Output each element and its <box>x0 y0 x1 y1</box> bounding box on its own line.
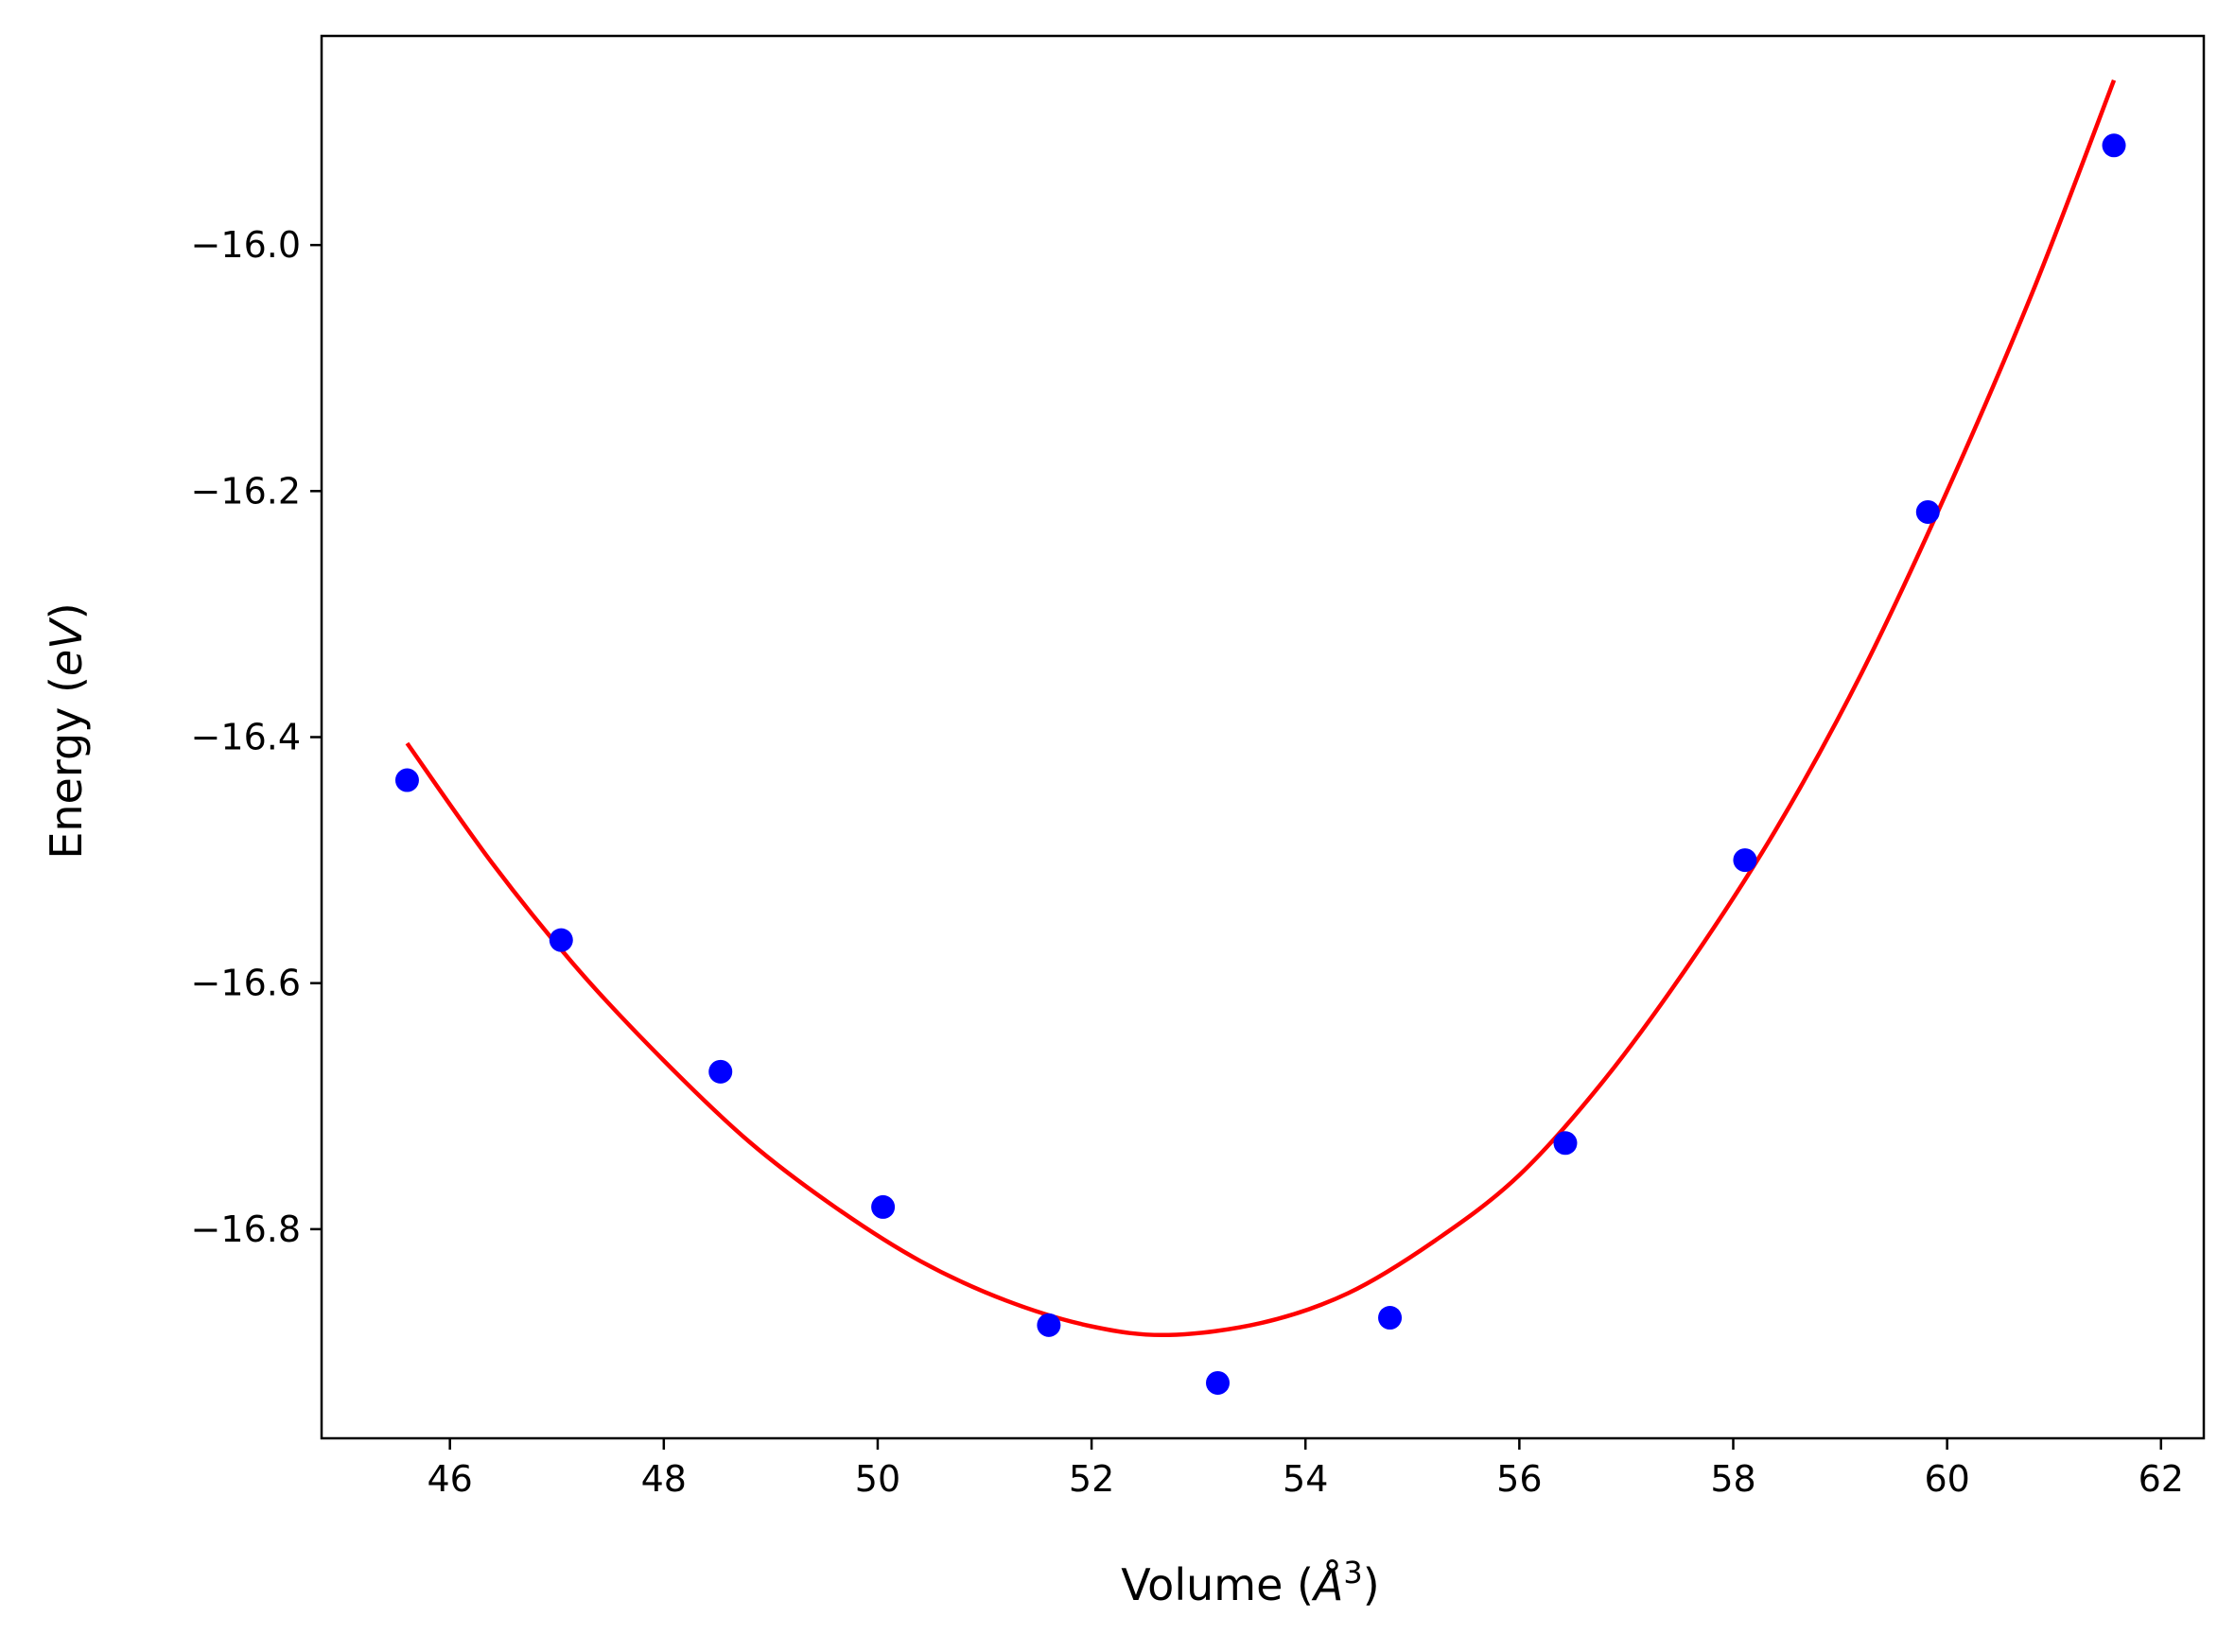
x-tick-label: 46 <box>428 1458 473 1500</box>
fit-curve-line <box>405 79 2117 1338</box>
y-axis-label-unit: eV <box>41 617 92 676</box>
data-point <box>1206 1370 1231 1395</box>
x-tick-label: 48 <box>641 1458 687 1500</box>
y-axis: −16.0 −16.2 −16.4 −16.6 −16.8 <box>191 224 322 1250</box>
x-axis-label: Volume (Å3) <box>1121 1555 1379 1610</box>
y-tick-label: −16.4 <box>191 717 301 758</box>
data-point <box>1915 499 1940 524</box>
x-axis-label-unit: Å <box>1311 1559 1343 1610</box>
y-tick-label: −16.0 <box>191 224 301 266</box>
x-tick-label: 60 <box>1924 1458 1969 1500</box>
data-point <box>2102 133 2126 158</box>
x-tick-label: 62 <box>2139 1458 2184 1500</box>
data-point <box>549 928 573 952</box>
y-axis-label-text: Energy ( <box>41 676 92 860</box>
y-tick-label: −16.8 <box>191 1209 301 1250</box>
x-tick-label: 54 <box>1283 1458 1328 1500</box>
x-axis: 46 48 50 52 54 56 58 60 62 <box>428 1438 2184 1500</box>
x-axis-label-close: ) <box>1363 1559 1380 1610</box>
fit-curve-layer <box>405 79 2117 1338</box>
data-point <box>394 768 419 792</box>
x-axis-label-exponent: 3 <box>1343 1555 1362 1591</box>
data-point <box>1733 848 1757 873</box>
data-point <box>1037 1313 1061 1337</box>
x-axis-label-text: Volume ( <box>1121 1559 1314 1610</box>
data-point <box>708 1059 733 1084</box>
data-point <box>1553 1131 1578 1156</box>
y-tick-label: −16.2 <box>191 470 301 512</box>
x-tick-label: 50 <box>855 1458 900 1500</box>
x-tick-label: 58 <box>1710 1458 1755 1500</box>
data-point <box>1378 1306 1403 1330</box>
y-axis-label: Energy (eV) <box>41 602 92 859</box>
data-points-layer <box>394 133 2126 1395</box>
x-tick-label: 56 <box>1496 1458 1542 1500</box>
data-point <box>871 1194 896 1219</box>
y-tick-label: −16.6 <box>191 963 301 1004</box>
x-tick-label: 52 <box>1069 1458 1114 1500</box>
y-axis-label-close: ) <box>41 602 92 619</box>
